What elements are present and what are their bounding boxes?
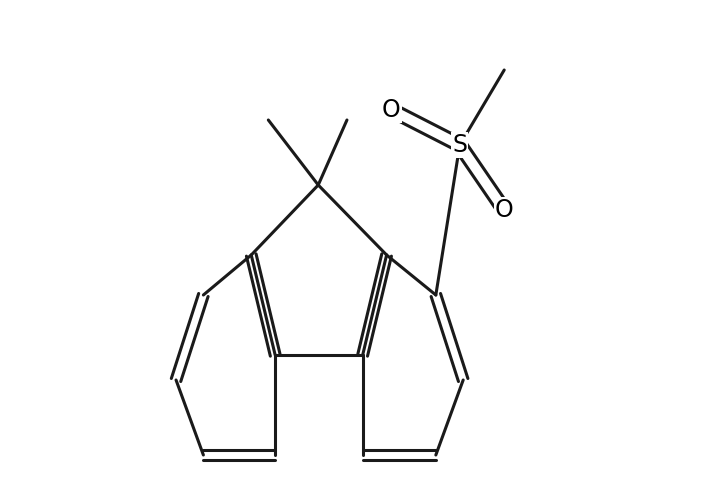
Text: O: O bbox=[382, 98, 401, 122]
Text: S: S bbox=[452, 133, 467, 157]
Text: O: O bbox=[494, 198, 513, 222]
